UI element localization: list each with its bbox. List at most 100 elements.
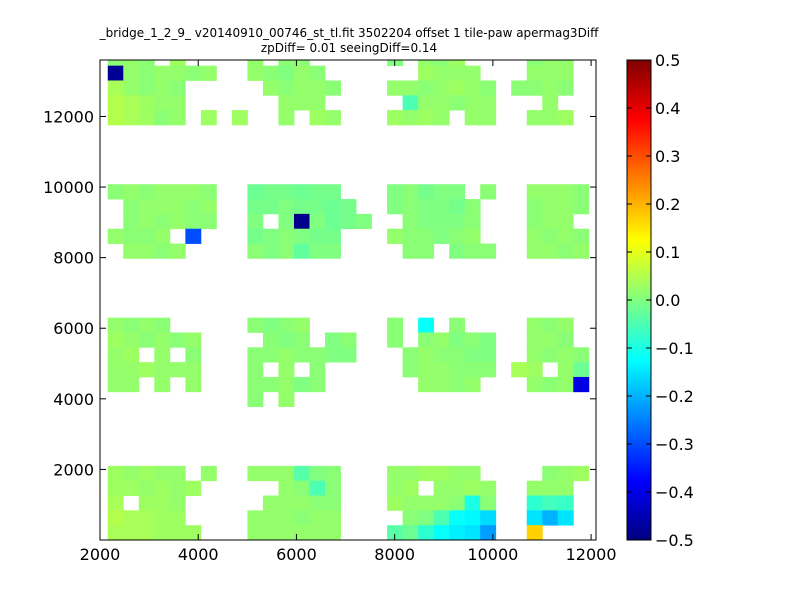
heatmap-cell [526, 228, 543, 244]
heatmap-cell [464, 465, 481, 482]
heatmap-cell [200, 184, 217, 200]
heatmap-cell [542, 110, 559, 126]
heatmap-cell [123, 65, 140, 81]
chart-title-line-1: _bridge_1_2_9_ v20140910_00746_st_tl.fit… [99, 26, 600, 40]
heatmap-cell [542, 60, 559, 67]
heatmap-cell [278, 332, 295, 348]
heatmap-cell [138, 495, 155, 511]
heatmap-cell [169, 332, 186, 348]
heatmap-cell [464, 110, 481, 126]
heatmap-cell [325, 525, 341, 540]
heatmap-cell [293, 317, 310, 333]
heatmap-cell [123, 480, 140, 496]
heatmap-cell [542, 95, 559, 111]
heatmap-cell [169, 495, 186, 511]
heatmap-cell [185, 199, 202, 215]
heatmap-cell [107, 376, 124, 393]
heatmap-cell [278, 317, 295, 333]
heatmap-cell [200, 65, 217, 81]
y-tick-label: 12000 [43, 107, 94, 126]
heatmap-cell [123, 184, 140, 200]
heatmap-cell [480, 184, 497, 200]
heatmap-cell [154, 228, 171, 244]
heatmap-cell [293, 495, 310, 511]
heatmap-cell [511, 362, 528, 378]
heatmap-cell [123, 317, 140, 333]
heatmap-cell [185, 362, 202, 378]
heatmap-cell [262, 199, 279, 215]
heatmap-cell [247, 228, 264, 244]
heatmap-cell [433, 60, 450, 67]
heatmap-cell [185, 213, 202, 230]
heatmap-cell [573, 347, 590, 363]
heatmap-cell [154, 243, 171, 259]
heatmap-cell [557, 60, 574, 67]
heatmap-cell [480, 495, 497, 511]
heatmap-cell [433, 65, 450, 81]
heatmap-cell [107, 60, 124, 67]
heatmap-cell [418, 184, 435, 200]
heatmap-cell [278, 465, 295, 482]
colorbar-tick-label: 0.2 [655, 195, 680, 214]
heatmap-cell [154, 525, 171, 540]
heatmap-cell [262, 347, 279, 363]
heatmap-cell [449, 228, 466, 244]
heatmap-cell [573, 228, 590, 244]
heatmap-cell [123, 80, 140, 96]
heatmap-cell [418, 65, 435, 81]
colorbar-tick-label: 0.4 [655, 99, 680, 118]
heatmap-cell [247, 60, 264, 67]
heatmap-cell [325, 213, 341, 230]
heatmap-cells [107, 60, 590, 540]
heatmap-cell [169, 213, 186, 230]
heatmap-cell [123, 332, 140, 348]
heatmap-cell [511, 80, 528, 96]
heatmap-cell [247, 510, 264, 526]
heatmap-cell [138, 332, 155, 348]
heatmap-cell [169, 184, 186, 200]
heatmap-cell [557, 317, 574, 333]
heatmap-cell [573, 199, 590, 215]
heatmap-cell [402, 80, 419, 96]
heatmap-cell [325, 465, 341, 482]
heatmap-cell [325, 332, 341, 348]
heatmap-cell [123, 362, 140, 378]
heatmap-cell [480, 510, 497, 526]
heatmap-cell [185, 525, 202, 540]
heatmap-cell [340, 332, 357, 348]
heatmap-cell [433, 376, 450, 393]
heatmap-cell [526, 199, 543, 215]
heatmap-cell [418, 362, 435, 378]
heatmap-cell [185, 480, 202, 496]
heatmap-cell [293, 510, 310, 526]
heatmap-cell [154, 80, 171, 96]
axis-ticks [99, 60, 596, 540]
heatmap-cell [418, 60, 435, 67]
heatmap-cell [293, 65, 310, 81]
heatmap-cell [123, 199, 140, 215]
heatmap-cell [138, 110, 155, 126]
heatmap-cell [542, 332, 559, 348]
heatmap-cell [247, 376, 264, 393]
heatmap-cell [262, 80, 279, 96]
heatmap-cell [433, 228, 450, 244]
heatmap-cell [387, 199, 404, 215]
heatmap-cell [262, 376, 279, 393]
heatmap-cell [309, 184, 326, 200]
heatmap-cell [542, 510, 559, 526]
colorbar-tick-label: −0.4 [655, 483, 694, 502]
heatmap-cell [278, 376, 295, 393]
heatmap-cell [480, 80, 497, 96]
heatmap-cell [154, 199, 171, 215]
heatmap-cell [387, 480, 404, 496]
heatmap-cell [231, 110, 248, 126]
heatmap-cell [449, 495, 466, 511]
heatmap-cell [402, 228, 419, 244]
colorbar-tick-label: 0.1 [655, 243, 680, 262]
heatmap-cell [340, 213, 357, 230]
heatmap-cell [449, 213, 466, 230]
heatmap-cell [557, 332, 574, 348]
heatmap-cell [278, 184, 295, 200]
heatmap-cell [526, 243, 543, 259]
